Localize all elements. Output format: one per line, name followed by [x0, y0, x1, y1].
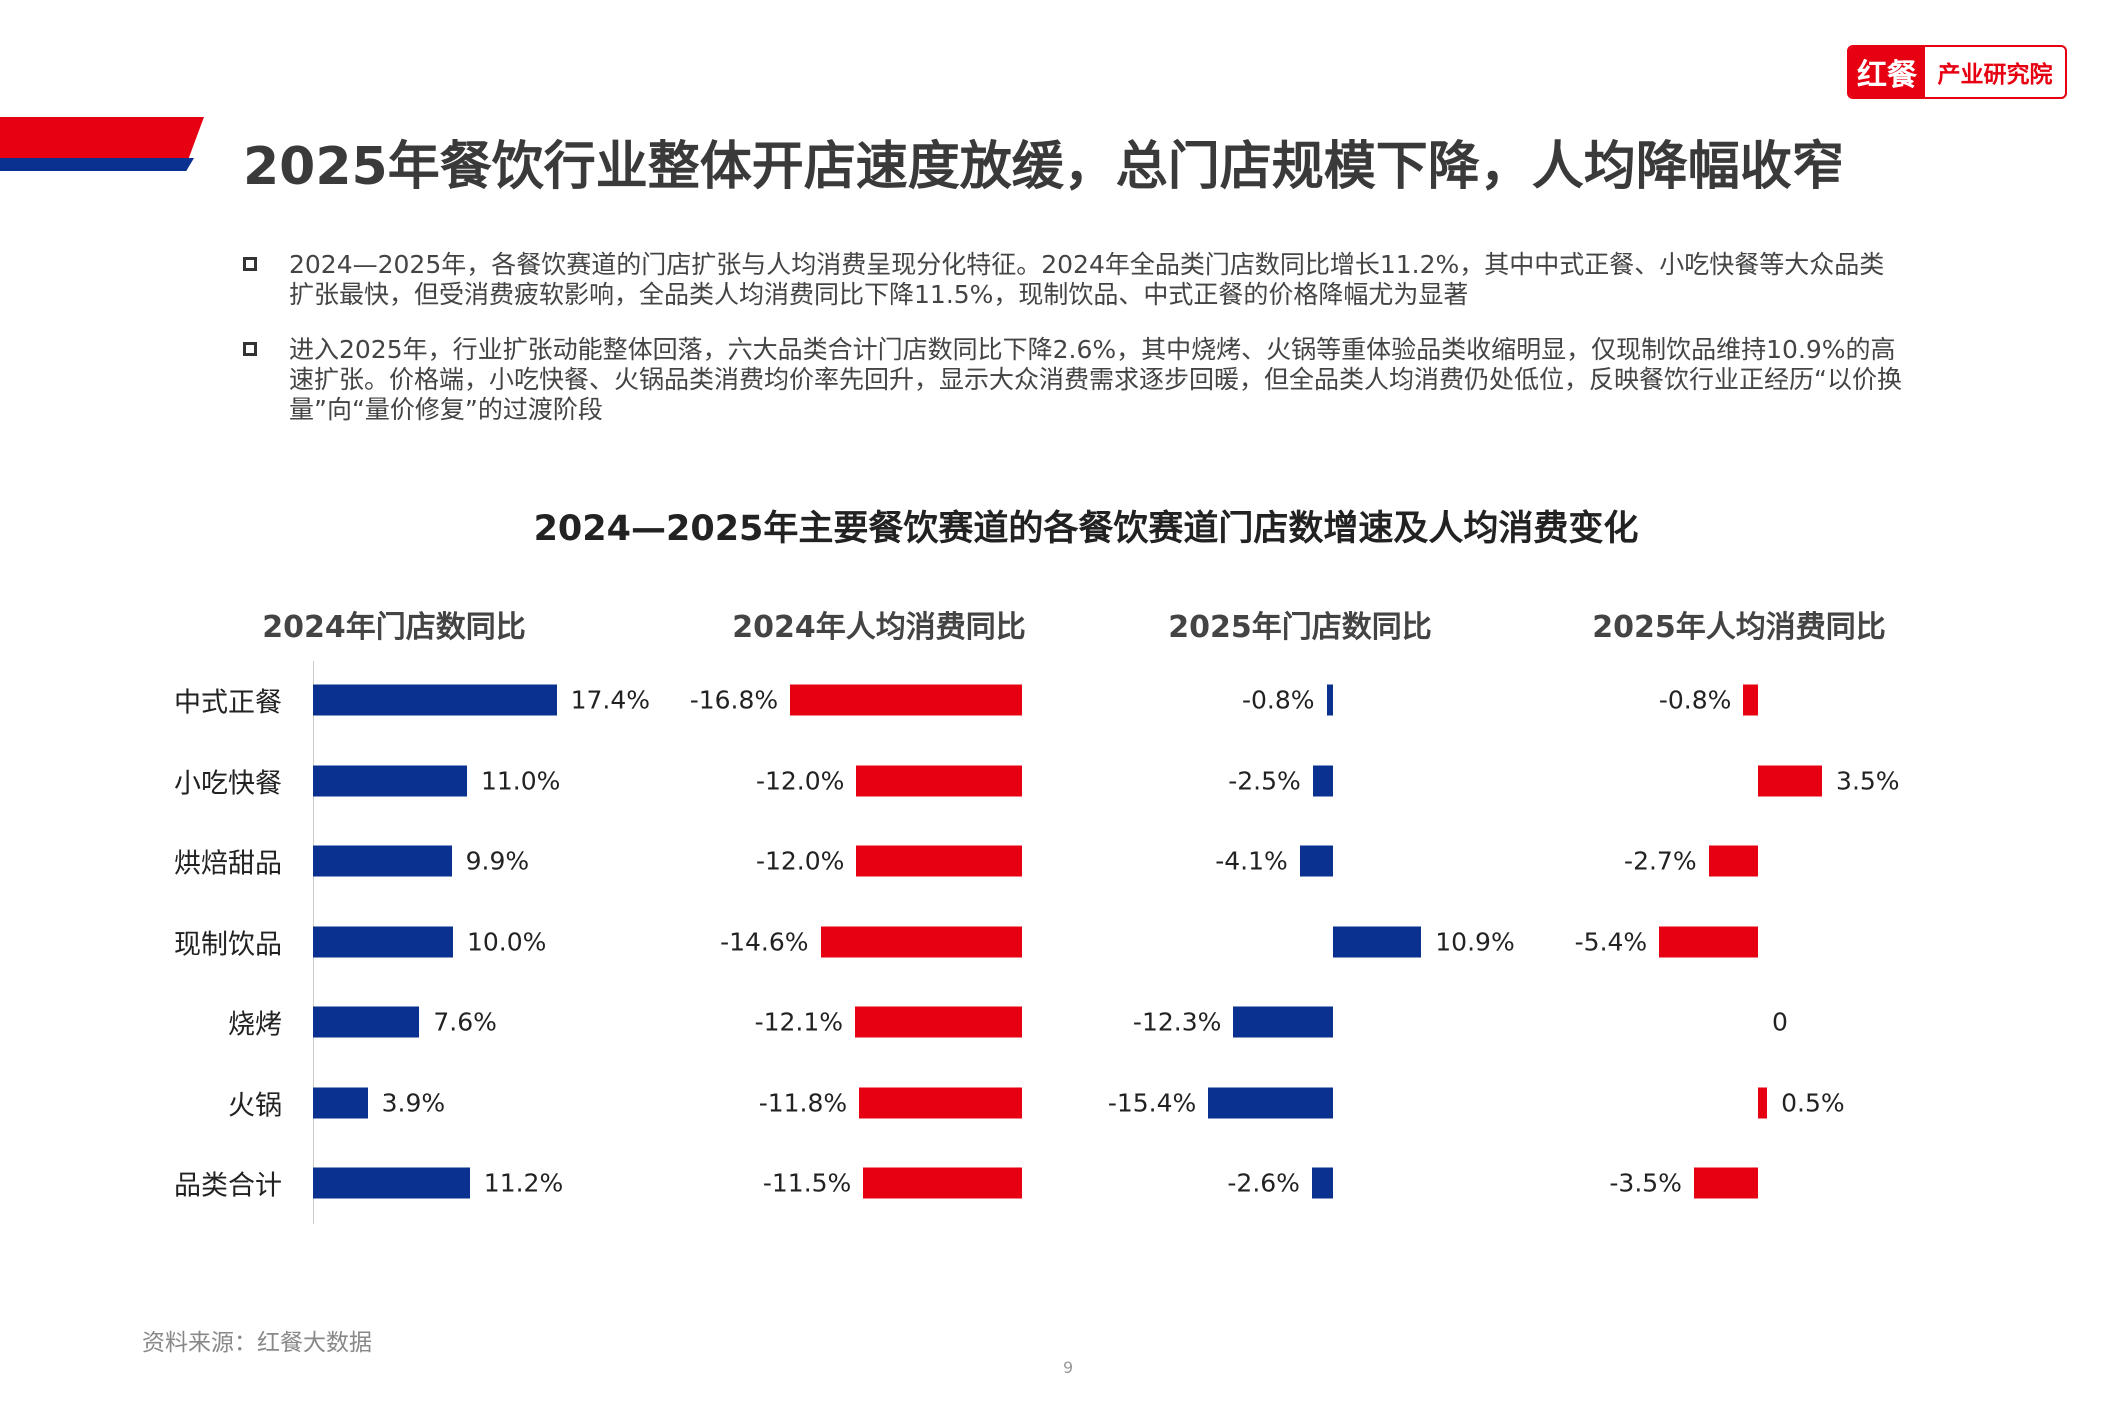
bullet-text: 进入2025年，行业扩张动能整体回落，六大品类合计门店数同比下降2.6%，其中烧…	[289, 335, 1902, 424]
page-title: 2025年餐饮行业整体开店速度放缓，总门店规模下降，人均降幅收窄	[243, 137, 1844, 197]
data-label: 7.6%	[433, 1007, 497, 1037]
category-label: 小吃快餐	[174, 768, 282, 800]
category-label: 现制饮品	[174, 929, 282, 961]
title-banner-red	[0, 117, 204, 161]
bar	[859, 1087, 1022, 1119]
bullet-text: 2024—2025年，各餐饮赛道的门店扩张与人均消费呈现分化特征。2024年全品…	[289, 250, 1885, 309]
data-label: 17.4%	[570, 685, 651, 715]
category-label: 烧烤	[228, 1009, 282, 1041]
bar	[855, 1006, 1022, 1038]
bullet-1: 2024—2025年，各餐饮赛道的门店扩张与人均消费呈现分化特征。2024年全品…	[243, 250, 1903, 310]
square-bullet-icon	[243, 342, 257, 356]
data-label: 10.9%	[1435, 927, 1515, 957]
data-label: 0.5%	[1781, 1088, 1845, 1118]
bar	[1233, 1006, 1333, 1038]
bar	[863, 1167, 1022, 1199]
bar	[313, 765, 467, 797]
bullet-2: 进入2025年，行业扩张动能整体回落，六大品类合计门店数同比下降2.6%，其中烧…	[243, 335, 1903, 425]
panel-header: 2024年门店数同比	[262, 610, 526, 645]
bar	[313, 1167, 470, 1199]
bar	[1311, 1167, 1333, 1199]
data-label: 3.9%	[381, 1088, 446, 1118]
bar	[1326, 684, 1333, 716]
data-label: -11.5%	[762, 1168, 852, 1198]
bar	[1299, 845, 1333, 877]
bar	[313, 1087, 368, 1119]
bar	[856, 765, 1022, 797]
data-label: -11.8%	[758, 1088, 848, 1118]
data-label: 0	[1772, 1007, 1788, 1037]
data-label: -12.3%	[1132, 1007, 1222, 1037]
bar	[1693, 1167, 1758, 1199]
data-label: 9.9%	[465, 846, 530, 876]
data-label: -0.8%	[1658, 685, 1732, 715]
data-label: -2.7%	[1624, 846, 1697, 876]
data-label: -12.0%	[755, 766, 845, 796]
bar	[856, 845, 1022, 877]
logo-text: 产业研究院	[1937, 62, 2053, 88]
bar	[1312, 765, 1333, 797]
logo: 红餐 产业研究院	[1847, 45, 2067, 99]
panel-header: 2025年门店数同比	[1168, 610, 1432, 645]
chart-title: 2024—2025年主要餐饮赛道的各餐饮赛道门店数增速及人均消费变化	[533, 509, 1639, 549]
data-label: 3.5%	[1836, 766, 1900, 796]
data-label: -0.8%	[1241, 685, 1315, 715]
category-label: 烘焙甜品	[174, 848, 282, 880]
panel-header: 2024年人均消费同比	[732, 610, 1026, 645]
bar	[1743, 684, 1758, 716]
category-label: 品类合计	[174, 1170, 282, 1202]
data-label: 11.2%	[483, 1168, 564, 1198]
source-note: 资料来源：红餐大数据	[142, 1330, 372, 1356]
category-label: 中式正餐	[174, 687, 282, 719]
bar	[790, 684, 1022, 716]
data-label: -2.5%	[1228, 766, 1301, 796]
bar	[1208, 1087, 1333, 1119]
bar	[1659, 926, 1758, 958]
data-label: -12.1%	[754, 1007, 844, 1037]
bar	[820, 926, 1022, 958]
data-label: -15.4%	[1107, 1088, 1197, 1118]
bar	[313, 926, 453, 958]
data-label: -4.1%	[1215, 846, 1288, 876]
data-label: -12.0%	[755, 846, 845, 876]
bar	[313, 684, 557, 716]
bar	[1758, 1087, 1768, 1119]
bar	[1333, 926, 1422, 958]
data-label: -3.5%	[1609, 1168, 1682, 1198]
logo-mark: 红餐	[1849, 47, 1925, 97]
page-number: 9	[1063, 1358, 1074, 1377]
title-banner-blue	[0, 158, 194, 171]
square-bullet-icon	[243, 257, 257, 271]
bar	[1708, 845, 1758, 877]
data-label: -2.6%	[1227, 1168, 1300, 1198]
data-label: -16.8%	[689, 685, 779, 715]
data-label: 10.0%	[467, 927, 547, 957]
bar	[313, 845, 452, 877]
category-label: 火锅	[228, 1090, 282, 1122]
data-label: 11.0%	[481, 766, 561, 796]
panel-header: 2025年人均消费同比	[1592, 610, 1886, 645]
data-label: -5.4%	[1574, 927, 1648, 957]
data-label: -14.6%	[720, 927, 809, 957]
bar	[313, 1006, 420, 1038]
bar	[1758, 765, 1823, 797]
